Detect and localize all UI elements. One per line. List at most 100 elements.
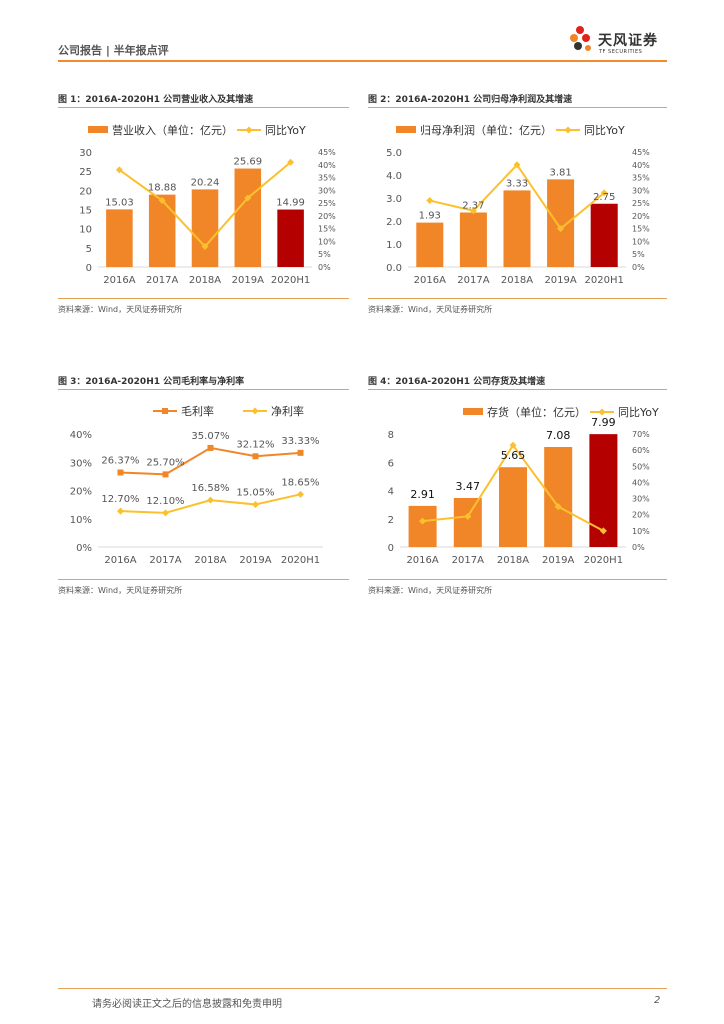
fig2-bottom-rule bbox=[368, 298, 667, 299]
y-right-tick: 40% bbox=[318, 161, 336, 170]
legend-line-label: 同比YoY bbox=[265, 124, 306, 137]
x-tick-label: 2016A bbox=[103, 275, 135, 286]
report-type: 公司报告 | 半年报点评 bbox=[58, 44, 169, 57]
y-right-tick: 20% bbox=[318, 212, 336, 221]
fig1-top-rule bbox=[58, 107, 349, 108]
y-left-tick: 10% bbox=[70, 515, 92, 526]
chart-revenue: 0 5 10 15 20 25 30 0% 5% 10% 15% 20% 25% 30% 35% 40% 45%… bbox=[79, 123, 336, 286]
tf-logo-icon bbox=[570, 26, 591, 51]
y-right-tick: 5% bbox=[318, 250, 331, 259]
legend-line-label: 同比YoY bbox=[618, 406, 659, 419]
legend-line-marker bbox=[564, 126, 572, 134]
bar-value-label: 14.99 bbox=[276, 198, 305, 209]
y-right-tick: 0% bbox=[318, 263, 331, 272]
bar-value-label: 25.69 bbox=[233, 157, 262, 168]
y-left-tick: 40% bbox=[70, 430, 92, 441]
bar bbox=[148, 194, 176, 267]
point-value-label: 25.70% bbox=[146, 457, 184, 468]
y-left-tick: 0 bbox=[388, 543, 394, 554]
fig3-source: 资料来源：Wind，天风证券研究所 bbox=[58, 586, 183, 595]
fig1-source: 资料来源：Wind，天风证券研究所 bbox=[58, 305, 183, 314]
page-number: 2 bbox=[654, 995, 661, 1006]
y-left-tick: 2.0 bbox=[386, 217, 402, 228]
y-left-tick: 4.0 bbox=[386, 171, 402, 182]
fig1-bottom-rule bbox=[58, 298, 349, 299]
yoy-point bbox=[244, 194, 252, 202]
y-left-tick: 8 bbox=[388, 430, 394, 441]
legend-marker bbox=[162, 408, 168, 414]
bar-value-label: 3.47 bbox=[456, 480, 481, 493]
x-tick-label: 2020H1 bbox=[271, 275, 310, 286]
footer-disclaimer: 请务必阅读正文之后的信息披露和免责申明 bbox=[92, 999, 282, 1010]
x-tick-label: 2016A bbox=[406, 555, 438, 566]
legend-line-marker bbox=[598, 408, 606, 416]
bar bbox=[544, 446, 573, 547]
yoy-point bbox=[554, 503, 562, 511]
x-tick-label: 2019A bbox=[232, 275, 264, 286]
header-divider bbox=[58, 60, 667, 62]
fig3-bottom-rule bbox=[58, 579, 349, 580]
yoy-point bbox=[115, 166, 123, 174]
y-right-tick: 45% bbox=[632, 148, 650, 157]
yoy-point bbox=[464, 512, 472, 520]
y-right-tick: 20% bbox=[632, 212, 650, 221]
legend-marker bbox=[251, 407, 259, 415]
legend-line-marker bbox=[245, 126, 253, 134]
legend-line-label: 同比YoY bbox=[584, 124, 625, 137]
y-right-tick: 35% bbox=[632, 174, 650, 183]
chart-margins: 0% 10% 20% 30% 40% 2016A 2017A 2018A 2019A 2020H1… bbox=[70, 404, 323, 566]
logo-name-en: TF SECURITIES bbox=[599, 49, 643, 55]
yoy-point bbox=[158, 197, 166, 205]
y-left-tick: 30 bbox=[79, 148, 92, 159]
bar-value-label: 15.03 bbox=[105, 197, 134, 208]
y-right-tick: 30% bbox=[632, 495, 650, 504]
y-left-tick: 10 bbox=[79, 225, 92, 236]
legend-bar-label: 营业收入（单位：亿元） bbox=[112, 123, 233, 137]
bar-value-label: 7.08 bbox=[546, 429, 571, 442]
x-tick-label: 2017A bbox=[452, 555, 484, 566]
yoy-point bbox=[426, 197, 434, 205]
y-right-tick: 50% bbox=[632, 462, 650, 471]
point-value-label: 26.37% bbox=[101, 456, 139, 467]
legend-bar-swatch bbox=[396, 126, 416, 133]
y-right-tick: 35% bbox=[318, 174, 336, 183]
bar bbox=[547, 179, 575, 267]
bar-value-label: 3.33 bbox=[506, 178, 528, 189]
y-right-tick: 20% bbox=[632, 511, 650, 520]
y-right-tick: 60% bbox=[632, 446, 650, 455]
y-right-tick: 5% bbox=[632, 250, 645, 259]
logo-name: 天风证券 bbox=[598, 33, 658, 49]
fig4-title: 图 4：2016A-2020H1 公司存货及其增速 bbox=[368, 377, 546, 387]
yoy-point bbox=[600, 189, 608, 197]
x-tick-label: 2016A bbox=[104, 555, 136, 566]
x-tick-label: 2016A bbox=[414, 275, 446, 286]
bar-value-label: 18.88 bbox=[148, 183, 177, 194]
y-left-tick: 0% bbox=[76, 543, 92, 554]
footer-divider bbox=[58, 988, 667, 989]
x-tick-label: 2019A bbox=[542, 555, 574, 566]
yoy-point bbox=[599, 527, 607, 535]
series-point bbox=[297, 449, 304, 456]
point-value-label: 15.05% bbox=[236, 487, 274, 498]
point-value-label: 18.65% bbox=[281, 477, 319, 488]
y-left-tick: 5 bbox=[86, 244, 92, 255]
point-value-label: 33.33% bbox=[281, 436, 319, 447]
fig2-source: 资料来源：Wind，天风证券研究所 bbox=[368, 305, 493, 314]
yoy-point bbox=[509, 441, 517, 449]
bar bbox=[106, 209, 133, 267]
y-left-tick: 15 bbox=[79, 206, 92, 217]
legend-bar-label: 存货（单位：亿元） bbox=[487, 405, 586, 419]
bar bbox=[234, 168, 262, 267]
y-right-tick: 10% bbox=[318, 237, 336, 246]
chart-inventory: 0 2 4 6 8 0% 10% 20% 30% 40% 50% 60% 70% 2016A 2017A 20… bbox=[388, 405, 659, 566]
bar-value-label: 5.65 bbox=[501, 449, 526, 462]
legend-label: 毛利率 bbox=[181, 404, 214, 418]
y-right-tick: 15% bbox=[318, 225, 336, 234]
y-right-tick: 40% bbox=[632, 478, 650, 487]
point-value-label: 35.07% bbox=[191, 431, 229, 442]
fig4-bottom-rule bbox=[368, 579, 667, 580]
series-point bbox=[207, 496, 214, 504]
yoy-point bbox=[557, 225, 565, 233]
y-right-tick: 25% bbox=[632, 199, 650, 208]
bar bbox=[453, 497, 482, 547]
